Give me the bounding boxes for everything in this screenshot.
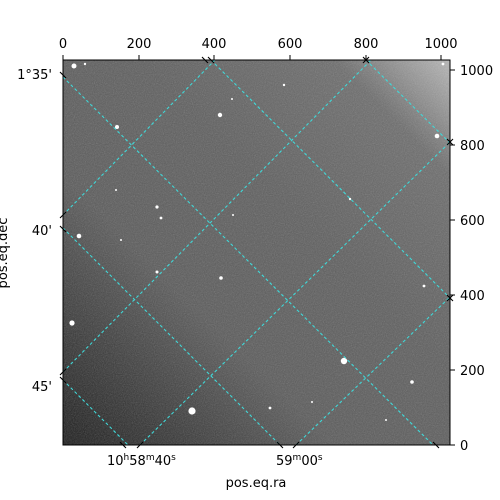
right-tick-label: 1000 [460, 64, 493, 79]
top-pixel-axis [62, 55, 442, 60]
star-field [69, 62, 445, 421]
right-pixel-axis [450, 69, 455, 446]
plot-frame [62, 59, 451, 446]
world-axis-ticks [59, 56, 454, 449]
right-tick-label: 600 [460, 214, 485, 229]
grid-line-dec-2 [63, 60, 372, 373]
top-tick-label: 1000 [424, 37, 457, 52]
right-tick-label: 400 [460, 289, 485, 304]
grid-line-ra-2 [210, 60, 450, 299]
dec-tick-label: 1°35' [17, 68, 52, 83]
top-tick-label: 800 [354, 37, 379, 52]
grid-line-ra-4 [63, 379, 129, 445]
y-axis-title: pos.eq.dec [0, 218, 11, 289]
right-tick-label: 0 [460, 439, 468, 454]
grid-line-dec-4 [295, 296, 450, 445]
ra-tick-label: 10h58m40s [107, 453, 176, 469]
top-tick-label: 200 [127, 37, 152, 52]
top-tick-label: 0 [59, 37, 67, 52]
coordinate-grid [63, 60, 450, 445]
top-tick-label: 400 [202, 37, 227, 52]
x-axis-title: pos.eq.ra [226, 476, 287, 491]
ra-tick-label: 59m00s [276, 453, 323, 469]
grid-line-dec-3 [139, 141, 450, 445]
right-tick-label: 800 [460, 139, 485, 154]
right-tick-label: 200 [460, 364, 485, 379]
grid-line-ra-3 [63, 227, 281, 445]
dec-tick-label: 40' [32, 224, 52, 239]
dec-tick-label: 45' [32, 380, 52, 395]
top-tick-label: 600 [278, 37, 303, 52]
sky-image [63, 60, 450, 445]
